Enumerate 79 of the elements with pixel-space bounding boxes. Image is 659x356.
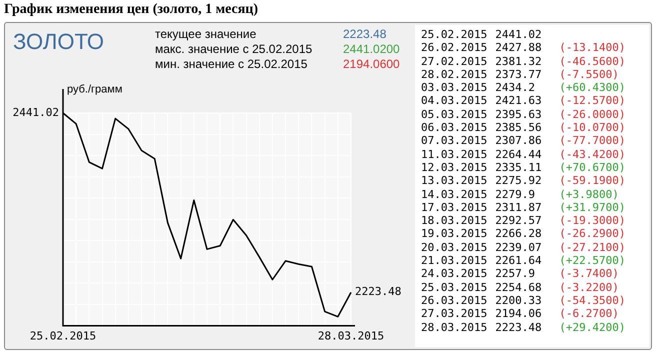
text: (+3.9800) <box>559 188 619 201</box>
category-label: 14.03.2015 <box>421 188 488 201</box>
category-label: 13.03.2015 <box>421 174 488 188</box>
text: (+60.4300) <box>559 81 626 94</box>
data-label: 2395.63 <box>495 108 543 121</box>
category-label: 17.03.2015 <box>421 200 488 214</box>
y-axis-title: руб./грамм <box>67 84 122 96</box>
category-label: 26.03.2015 <box>421 294 488 307</box>
text: 2441.02 <box>12 106 59 119</box>
chart-subtitle: ЗОЛОТО <box>13 29 104 55</box>
data-label: 2200.33 <box>495 294 543 307</box>
category-label: 05.03.2015 <box>421 108 488 121</box>
category-label: 06.03.2015 <box>421 121 488 134</box>
text: (-77.7000) <box>559 134 626 148</box>
category-label: 27.03.2015 <box>421 307 488 320</box>
data-label: 2385.56 <box>495 121 543 134</box>
text: (+70.6700) <box>559 160 626 174</box>
category-label: 03.03.2015 <box>421 81 488 94</box>
text: (-7.5500) <box>559 68 619 81</box>
category-label: 28.03.2015 <box>421 320 488 334</box>
text: (-3.7400) <box>559 267 619 280</box>
text: текущее значение <box>155 27 258 42</box>
category-label: 18.03.2015 <box>421 214 488 228</box>
category-label: 07.03.2015 <box>421 134 488 148</box>
category-label: 27.02.2015 <box>421 54 488 68</box>
text: (-12.5700) <box>559 94 626 108</box>
text: макс. значение с 25.02.2015 <box>155 42 314 57</box>
text: (-26.0000) <box>559 108 626 121</box>
text: 2223.48 <box>355 285 402 298</box>
text: (-54.3500) <box>559 294 626 307</box>
data-label: 2261.64 <box>495 254 543 268</box>
data-label: 2292.57 <box>495 214 543 228</box>
data-label: 2421.63 <box>495 94 543 108</box>
data-label: 2275.92 <box>495 174 543 188</box>
category-label: 24.03.2015 <box>421 267 488 280</box>
text: 2194.0600 <box>343 57 400 71</box>
text: (-43.4200) <box>559 148 626 161</box>
text: (-19.3000) <box>559 214 626 228</box>
data-label: 2223.48 <box>495 320 543 334</box>
text: 2441.0200 <box>343 42 400 56</box>
category-label: 21.03.2015 <box>421 254 488 268</box>
category-label: 11.03.2015 <box>421 148 488 161</box>
data-label: 2427.88 <box>495 41 543 54</box>
chart-title: График изменения цен (золото, 1 месяц) <box>4 2 258 18</box>
text: (+29.4200) <box>559 320 626 334</box>
data-label: 2194.06 <box>495 307 543 320</box>
text: (-13.1400) <box>559 41 626 54</box>
text: (-3.2200) <box>559 280 619 294</box>
data-label: 2381.32 <box>495 54 543 68</box>
text: (-27.2100) <box>559 240 626 254</box>
category-label: 26.02.2015 <box>421 41 488 54</box>
text: (+31.9700) <box>559 200 626 214</box>
text: (-10.0700) <box>559 121 626 134</box>
category-label: 28.02.2015 <box>421 68 488 81</box>
data-label: 2311.87 <box>495 200 543 214</box>
text: 2223.48 <box>343 27 386 41</box>
category-label: 25.03.2015 <box>421 280 488 294</box>
text: мин. значение с 25.02.2015 <box>155 57 308 72</box>
category-label: 12.03.2015 <box>421 160 488 174</box>
data-label: 2373.77 <box>495 68 543 81</box>
data-label: 2307.86 <box>495 134 543 148</box>
text: (-46.5600) <box>559 54 626 68</box>
text: (-6.2700) <box>559 307 619 320</box>
text: (-59.1900) <box>559 174 626 188</box>
data-label: 2254.68 <box>495 280 543 294</box>
text: (+22.5700) <box>559 254 626 268</box>
data-label: 2239.07 <box>495 240 543 254</box>
category-label: 19.03.2015 <box>421 227 488 240</box>
data-label: 2279.9 <box>495 188 536 201</box>
data-label: 2266.28 <box>495 227 543 240</box>
data-label: 2257.9 <box>495 267 536 280</box>
data-label: 2434.2 <box>495 81 536 94</box>
category-label: 20.03.2015 <box>421 240 488 254</box>
data-label: 2441.02 <box>495 28 543 41</box>
data-label: 2335.11 <box>495 160 543 174</box>
category-label: 25.02.2015 <box>421 28 488 41</box>
category-label: 04.03.2015 <box>421 94 488 108</box>
data-label: 2264.44 <box>495 148 543 161</box>
text: (-26.2900) <box>559 227 626 240</box>
